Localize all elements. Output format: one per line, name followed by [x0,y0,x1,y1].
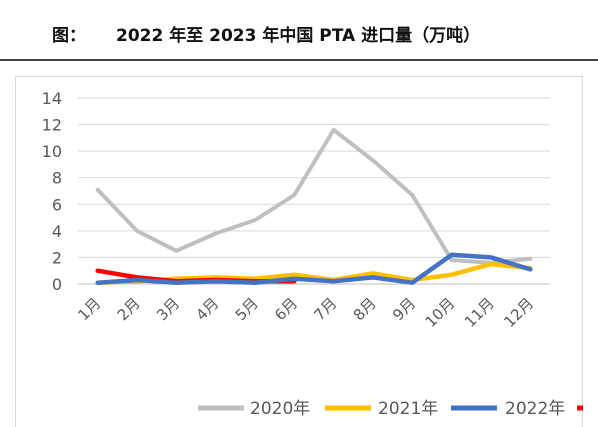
x-tick-label: 1月 [74,294,104,324]
x-tick-label: 2月 [114,294,144,324]
x-tick-label: 6月 [271,294,301,324]
y-tick-label: 4 [52,222,62,241]
x-tick-label: 11月 [461,294,498,331]
legend-label: 2022年 [505,399,565,419]
series-line-2020年 [95,127,533,265]
figure-label: 图： [52,26,86,46]
x-tick-label: 10月 [422,294,459,331]
x-tick-label: 3月 [153,294,183,324]
y-tick-label: 2 [52,248,62,267]
x-tick-label: 5月 [232,294,262,324]
series-line-2022年 [95,252,533,285]
chart-frame [15,76,583,427]
y-tick-label: 10 [42,142,62,161]
y-tick-label: 8 [52,169,62,188]
figure-header: 图： 2022 年至 2023 年中国 PTA 进口量（万吨） [0,0,598,61]
chart-title: 2022 年至 2023 年中国 PTA 进口量（万吨） [116,26,481,46]
y-tick-label: 0 [52,275,62,294]
x-tick-label: 8月 [350,294,380,324]
x-tick-label: 4月 [192,294,222,324]
x-tick-label: 9月 [389,294,419,324]
legend-label: 2020年 [250,399,310,419]
y-tick-label: 12 [42,116,62,135]
y-tick-label: 14 [42,89,62,108]
header-rule [0,59,598,61]
x-tick-label: 7月 [310,294,340,324]
legend-label: 2021年 [378,399,438,419]
y-tick-label: 6 [52,195,62,214]
x-tick-label: 12月 [500,294,537,331]
